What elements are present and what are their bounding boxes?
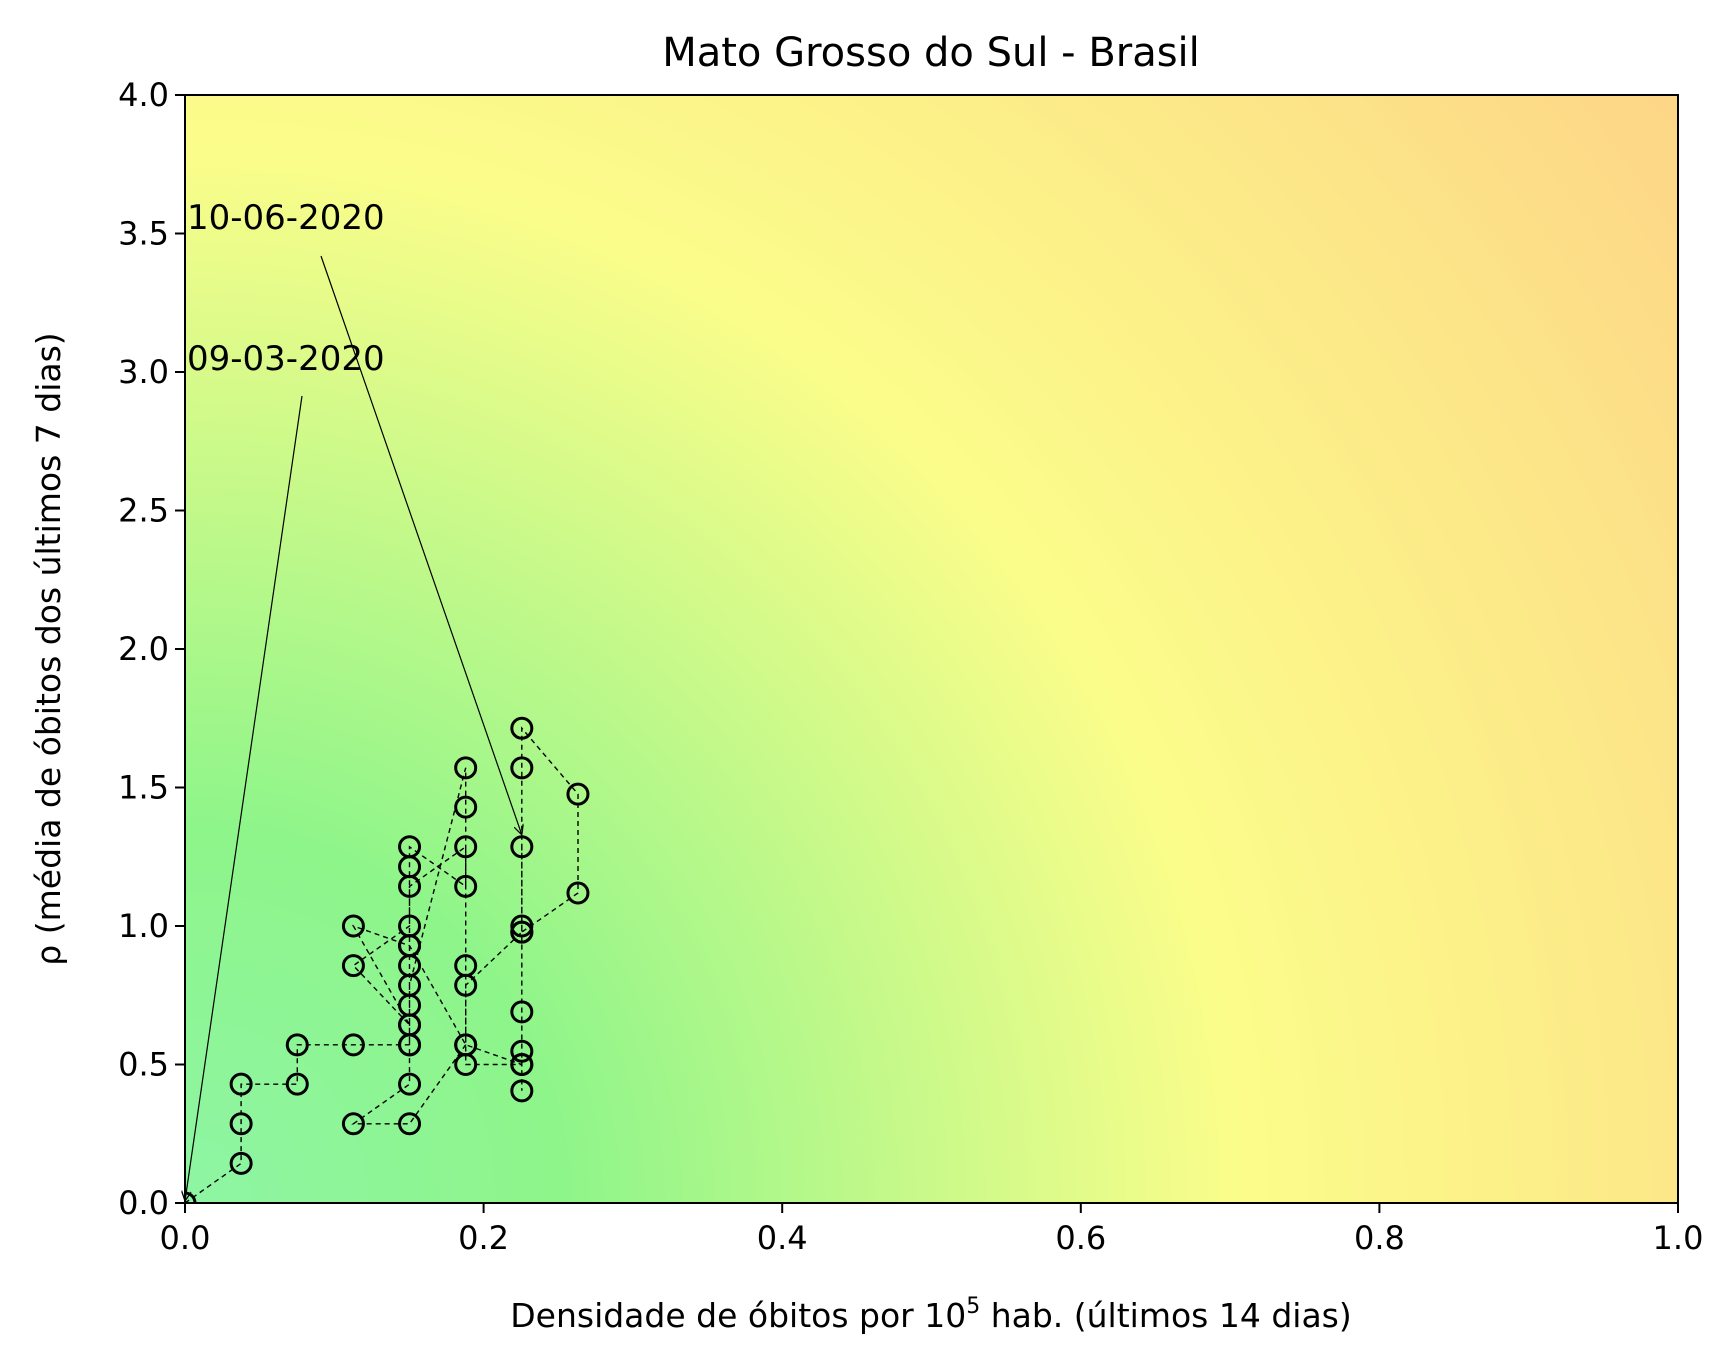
x-axis-label: Densidade de óbitos por 105 hab. (último… xyxy=(510,1294,1351,1335)
data-point xyxy=(454,1033,478,1057)
y-tick-label: 0.5 xyxy=(118,1046,169,1084)
data-point xyxy=(285,1072,309,1096)
y-tick-label: 3.0 xyxy=(118,353,169,391)
data-point xyxy=(566,881,590,905)
data-point xyxy=(398,934,422,958)
annotation-label: 10-06-2020 xyxy=(187,198,385,238)
y-axis-label: ρ (média de óbitos dos últimos 7 dias) xyxy=(29,332,68,965)
data-point xyxy=(566,782,590,806)
x-axis-label-main: Densidade de óbitos por 10 xyxy=(510,1296,966,1335)
annotation-arrow xyxy=(185,395,303,1201)
series-line xyxy=(185,726,579,1203)
data-point xyxy=(398,973,422,997)
chart-title: Mato Grosso do Sul - Brasil xyxy=(662,30,1200,76)
annotations: 09-03-2020 10-06-2020 xyxy=(185,198,522,1201)
x-axis-label-superscript: 5 xyxy=(966,1294,980,1319)
data-series xyxy=(185,716,590,1203)
y-axis-ticks: 0.0 0.5 1.0 1.5 2.0 2.5 3.0 3.5 4.0 xyxy=(118,76,185,1222)
data-point xyxy=(454,954,478,978)
x-tick-label: 0.4 xyxy=(757,1219,808,1257)
data-point xyxy=(454,874,478,898)
data-point xyxy=(341,1112,365,1136)
data-point xyxy=(398,835,422,859)
x-tick-label: 1.0 xyxy=(1653,1219,1704,1257)
y-tick-label: 1.5 xyxy=(118,769,169,807)
annotation-label: 09-03-2020 xyxy=(187,339,385,379)
x-tick-label: 0.8 xyxy=(1354,1219,1405,1257)
data-point xyxy=(398,1072,422,1096)
y-tick-label: 0.0 xyxy=(118,1184,169,1222)
data-point xyxy=(510,914,534,938)
data-point xyxy=(398,1013,422,1037)
data-point xyxy=(510,1079,534,1103)
x-tick-label: 0.6 xyxy=(1055,1219,1106,1257)
data-point xyxy=(229,1112,253,1136)
data-point xyxy=(341,1033,365,1057)
y-tick-label: 4.0 xyxy=(118,76,169,114)
data-point xyxy=(454,756,478,780)
y-tick-label: 3.5 xyxy=(118,215,169,253)
data-point xyxy=(510,1000,534,1024)
data-point xyxy=(398,1112,422,1136)
plot-background xyxy=(185,95,1678,1203)
data-point xyxy=(229,1151,253,1175)
x-axis-ticks: 0.0 0.2 0.4 0.6 0.8 1.0 xyxy=(160,1203,1704,1257)
data-point xyxy=(510,835,534,859)
data-point xyxy=(454,835,478,859)
y-tick-label: 2.5 xyxy=(118,492,169,530)
data-point xyxy=(454,795,478,819)
annotation-arrow xyxy=(320,255,522,835)
x-axis-label-rest: hab. (últimos 14 dias) xyxy=(980,1296,1352,1335)
x-tick-label: 0.0 xyxy=(160,1219,211,1257)
data-point xyxy=(510,756,534,780)
data-point xyxy=(229,1072,253,1096)
x-tick-label: 0.2 xyxy=(458,1219,509,1257)
data-point xyxy=(510,1039,534,1063)
data-point xyxy=(510,920,534,944)
data-point xyxy=(510,1053,534,1076)
data-point xyxy=(341,914,365,938)
data-point xyxy=(510,716,534,740)
y-tick-label: 1.0 xyxy=(118,907,169,945)
data-point xyxy=(285,1033,309,1057)
y-tick-label: 2.0 xyxy=(118,630,169,668)
data-point xyxy=(341,954,365,978)
